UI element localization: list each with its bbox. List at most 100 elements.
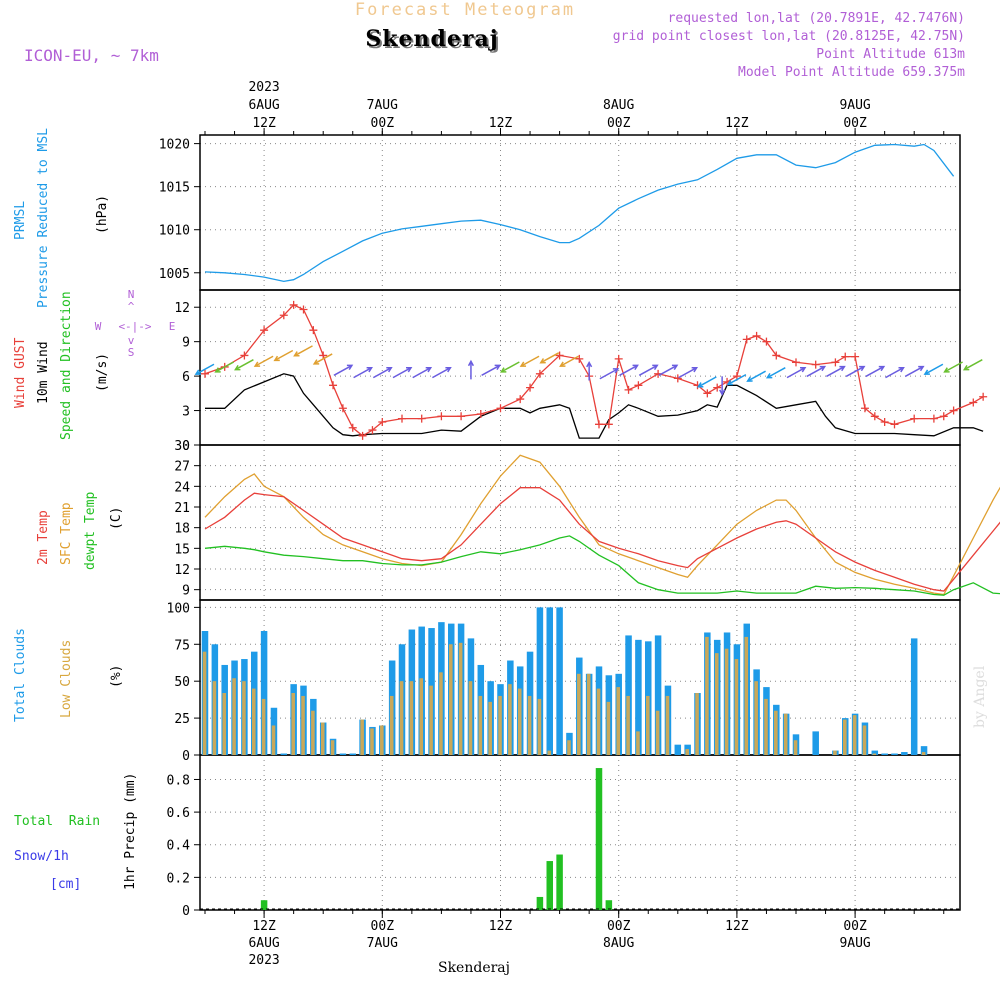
wind-arrow — [766, 367, 786, 379]
bottom-tick-date: 8AUG — [603, 936, 634, 951]
gust-marker — [358, 431, 367, 440]
wind-arrow-head — [719, 389, 726, 396]
y-tick-label: 0.4 — [167, 839, 191, 854]
y-tick-label: 21 — [174, 501, 190, 516]
location-title-front: Skenderaj — [365, 26, 498, 52]
dew-label: dewpt Temp — [83, 492, 98, 570]
wind-arrow-head — [539, 358, 546, 364]
low-cloud-bar — [527, 695, 532, 755]
low-cloud-bar — [429, 685, 433, 755]
y-tick-label: 25 — [174, 712, 190, 727]
wind-arrow-head — [799, 366, 807, 373]
rain-bar — [546, 861, 554, 910]
gust-marker — [417, 414, 426, 423]
gust-marker — [437, 412, 446, 421]
gust-marker — [831, 358, 840, 367]
low-cloud-bar — [291, 693, 295, 755]
footer-location: Skenderaj — [438, 960, 510, 976]
point-altitude: Point Altitude 613m — [816, 47, 965, 62]
total-cloud-bar — [910, 638, 918, 755]
wind-arrow-head — [839, 365, 846, 372]
gust-marker — [870, 412, 879, 421]
wind-arrow-head — [346, 364, 354, 371]
low-cloud-bar — [734, 659, 739, 755]
wind-arrow-head — [726, 379, 733, 386]
panel-frame-temp — [199, 444, 961, 601]
dewpt-line — [204, 535, 1000, 596]
bottom-tick-hour: 12Z — [489, 919, 513, 934]
gust-marker — [289, 300, 298, 309]
gust-marker — [604, 420, 613, 429]
low-cloud-bar — [370, 728, 374, 755]
credit-watermark: by Angel — [972, 665, 988, 728]
wind-arrow — [520, 355, 540, 367]
bottom-tick-date: 7AUG — [367, 936, 398, 951]
gust-marker — [634, 381, 643, 390]
gust-marker — [929, 414, 938, 423]
y-tick-label: 50 — [174, 675, 190, 690]
wind-arrow — [392, 367, 412, 379]
wind-arrow — [540, 352, 560, 364]
wind-arrow-head — [586, 360, 593, 368]
gust-marker — [614, 354, 623, 363]
top-tick-hour: 00Z — [607, 116, 631, 131]
rain-bar — [595, 768, 603, 910]
panel-frame-wind — [199, 289, 961, 446]
top-tick-hour: 12Z — [725, 116, 749, 131]
low-cloud-bar — [921, 752, 926, 755]
bottom-tick-hour: 00Z — [607, 919, 631, 934]
gridlines — [200, 135, 960, 911]
low-cloud-bar — [783, 713, 788, 755]
top-time-axis: 12Z 6AUG 2023 00Z 7AUG 12Z 00Z 8AUG 12Z 00Z 9AUG — [204, 80, 945, 135]
wind-arrow — [845, 365, 865, 378]
total-cloud-bar — [556, 607, 563, 755]
bottom-tick-hour: 12Z — [252, 919, 276, 934]
low-cloud-bar — [458, 642, 463, 755]
wind-arrow — [826, 365, 845, 378]
gust-marker — [476, 410, 485, 418]
wind-arrow-head — [499, 367, 507, 373]
wind-arrow — [806, 365, 826, 378]
gust-marker — [752, 331, 761, 340]
gust-marker — [949, 406, 958, 415]
low-cloud-bar — [577, 673, 581, 755]
gust-marker — [329, 381, 338, 390]
y-tick-label: 0.8 — [167, 773, 190, 788]
compass-e: E — [169, 320, 176, 333]
wind-arrow-head — [293, 351, 300, 357]
pressure-unit: (hPa) — [95, 195, 110, 234]
low-cloud-bar — [665, 695, 670, 755]
wind-arrow-head — [425, 366, 433, 373]
wind-arrow-head — [494, 364, 502, 371]
y-tick-label: 0 — [182, 904, 190, 919]
wind-arrow-head — [696, 382, 704, 388]
gust-marker — [939, 412, 948, 421]
y-tick-label: 12 — [174, 563, 190, 578]
speeddir-label: Speed and Direction — [59, 291, 74, 440]
total-cloud-bar — [625, 635, 632, 755]
chart-subtitle: Forecast Meteogram — [355, 0, 575, 20]
gust-marker — [624, 385, 633, 394]
low-cloud-bar — [724, 648, 729, 755]
bottom-tick-date: 6AUG — [248, 936, 279, 951]
gust-marker — [890, 420, 899, 429]
low-cloud-bar — [606, 701, 611, 755]
low-cloud-bar — [330, 740, 335, 755]
y-tick-labels: 1005101010151020036912912151821242730025… — [159, 138, 200, 919]
low-cloud-bar — [705, 636, 709, 755]
low-cloud-bar — [833, 750, 837, 755]
low-cloud-bar — [695, 693, 699, 755]
gust-marker — [910, 414, 919, 423]
gust-label: Wind GUST — [13, 337, 28, 408]
wind-arrow — [195, 363, 215, 375]
gust-marker — [851, 352, 860, 361]
gust-marker — [201, 369, 209, 378]
gust-marker — [673, 374, 682, 383]
temp-unit: (C) — [109, 507, 124, 530]
wind-arrow-head — [194, 369, 202, 375]
y-tick-label: 9 — [182, 584, 190, 599]
wind-arrow — [560, 355, 579, 367]
model-altitude: Model Point Altitude 659.375m — [738, 65, 965, 80]
wind-arrow-head — [312, 359, 320, 365]
wind-arrow — [924, 363, 944, 375]
